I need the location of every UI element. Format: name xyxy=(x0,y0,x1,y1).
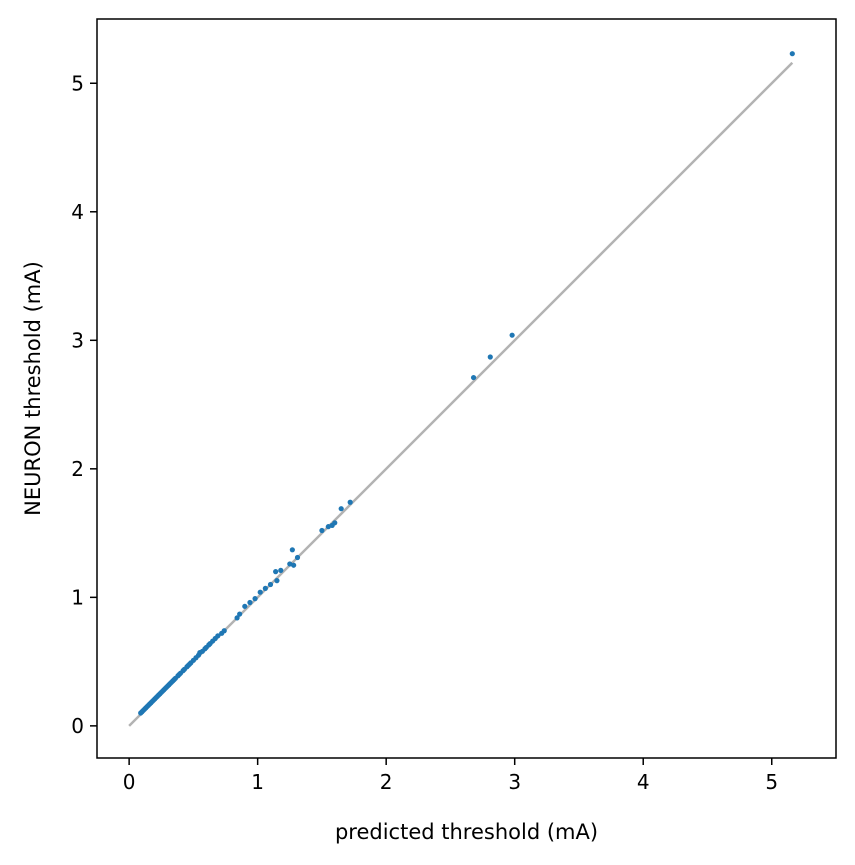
x-tick-label: 3 xyxy=(508,770,521,794)
y-tick-label: 3 xyxy=(71,328,84,352)
data-point xyxy=(332,520,338,526)
data-point xyxy=(347,499,353,505)
x-tick-label: 0 xyxy=(123,770,136,794)
data-point xyxy=(237,611,243,617)
data-point xyxy=(267,581,274,588)
data-point xyxy=(215,633,221,639)
y-axis: 0 1 2 3 4 5 xyxy=(71,71,97,738)
data-point xyxy=(221,628,227,634)
x-tick-label: 4 xyxy=(637,770,650,794)
data-point xyxy=(289,547,295,553)
plot-frame xyxy=(96,18,837,759)
data-point xyxy=(487,354,493,360)
data-point xyxy=(278,567,284,573)
data-point xyxy=(509,332,515,338)
data-point xyxy=(294,554,301,561)
x-tick-label: 2 xyxy=(380,770,393,794)
data-point xyxy=(470,374,477,381)
data-point xyxy=(234,615,240,621)
y-tick-label: 1 xyxy=(71,585,84,609)
x-axis-label: predicted threshold (mA) xyxy=(335,820,598,844)
y-tick-label: 4 xyxy=(71,200,84,224)
points-layer xyxy=(138,51,795,716)
y-axis-label: NEURON threshold (mA) xyxy=(21,261,45,516)
data-point xyxy=(242,603,248,609)
x-tick-label: 5 xyxy=(765,770,778,794)
data-point xyxy=(247,599,253,606)
y-tick-label: 5 xyxy=(71,71,84,95)
data-point xyxy=(262,585,268,591)
data-point xyxy=(291,562,297,568)
data-point xyxy=(252,596,258,602)
data-point xyxy=(789,51,795,57)
y-tick-label: 2 xyxy=(71,457,84,481)
data-point xyxy=(319,527,325,534)
data-point xyxy=(338,506,344,512)
x-tick-label: 1 xyxy=(251,770,264,794)
data-point xyxy=(257,589,263,595)
y-tick-label: 0 xyxy=(71,714,84,738)
data-point xyxy=(274,578,280,584)
x-axis: 0 1 2 3 4 5 xyxy=(123,758,778,794)
data-point xyxy=(273,569,279,575)
